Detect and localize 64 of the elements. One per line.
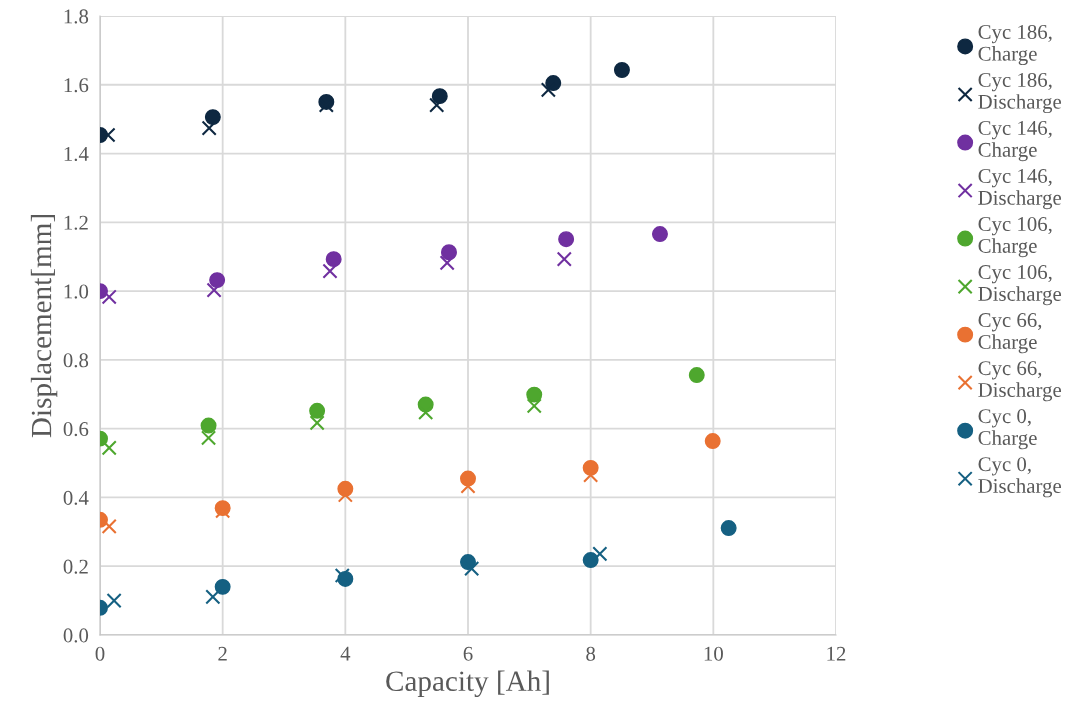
y-axis-title: Displacement[mm] — [30, 215, 58, 438]
point — [540, 82, 556, 98]
x-tick-label: 12 — [827, 646, 846, 661]
y-tick-label: 0.0 — [63, 628, 89, 643]
point — [704, 433, 721, 450]
y-tick-label: 1.0 — [64, 284, 89, 299]
point — [101, 440, 117, 456]
y-tick-label: 0.4 — [63, 490, 89, 505]
legend-label: Cyc 186, Discharge — [978, 72, 1062, 114]
y-tick-label: 0.2 — [63, 559, 88, 574]
point — [200, 417, 217, 434]
point — [592, 546, 608, 562]
legend-label: Cyc 146, Discharge — [978, 169, 1062, 210]
legend-label: Cyc 66, Discharge — [978, 361, 1062, 402]
point — [205, 589, 221, 605]
point — [688, 367, 705, 383]
x-axis-title: Capacity [Ah] — [386, 670, 549, 698]
y-tick-label: 1.2 — [64, 215, 88, 230]
y-tick-label: 1.6 — [64, 78, 89, 93]
point — [651, 226, 668, 243]
x-tick-label: 2 — [218, 646, 227, 661]
point — [309, 415, 325, 431]
x-tick-label: 10 — [704, 646, 723, 661]
x-tick-label: 4 — [340, 646, 351, 661]
y-tick-label: 0.6 — [63, 422, 89, 437]
point — [526, 386, 543, 403]
point — [214, 578, 231, 595]
point — [101, 289, 117, 305]
legend-label: Cyc 0, Discharge — [978, 457, 1062, 498]
legend-label: Cyc 106, Discharge — [978, 265, 1062, 306]
point — [325, 251, 342, 268]
point — [582, 552, 599, 569]
point — [101, 518, 117, 534]
point — [460, 478, 476, 494]
point — [204, 109, 221, 126]
point — [200, 430, 217, 446]
y-tick-label: 1.4 — [64, 147, 89, 162]
point — [556, 251, 572, 267]
point — [106, 592, 122, 609]
point — [558, 231, 575, 248]
point — [309, 402, 326, 419]
point — [441, 244, 457, 261]
point — [209, 272, 226, 289]
legend-label: Cyc 146, Charge — [978, 120, 1052, 162]
point — [613, 62, 630, 78]
point — [526, 398, 542, 414]
point — [334, 567, 350, 584]
point — [100, 127, 116, 143]
point — [429, 97, 445, 113]
legend-label: Cyc 186, Charge — [978, 24, 1052, 66]
point — [720, 520, 737, 537]
legend-label: Cyc 66, Charge — [978, 313, 1042, 354]
point — [464, 561, 480, 577]
legend-label: Cyc 0, Charge — [978, 409, 1037, 450]
point — [439, 255, 455, 271]
legend-label: Cyc 106, Charge — [978, 216, 1052, 258]
x-tick-label: 6 — [463, 646, 473, 661]
y-tick-label: 0.8 — [63, 353, 89, 368]
x-tick-label: 0 — [95, 646, 105, 661]
y-tick-label: 1.8 — [64, 9, 89, 24]
point — [201, 120, 217, 136]
x-tick-label: 8 — [586, 646, 596, 661]
point — [322, 263, 338, 279]
point — [206, 282, 222, 298]
